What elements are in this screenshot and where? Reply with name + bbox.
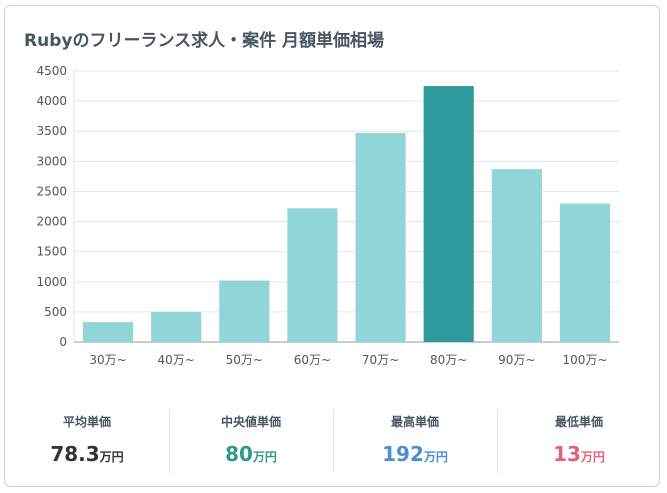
- stat-value: 78.3万円: [5, 442, 169, 466]
- stat-label: 最高単価: [390, 415, 439, 429]
- y-tick-label: 3500: [36, 124, 67, 138]
- stat-unit: 万円: [99, 450, 124, 464]
- stat-number: 78.3: [50, 442, 100, 466]
- stat-item: 平均単価 78.3万円: [5, 401, 169, 471]
- x-tick-label: 40万~: [158, 353, 195, 367]
- x-tick-label: 50万~: [226, 353, 263, 367]
- y-tick-label: 0: [59, 335, 67, 349]
- bar: [423, 86, 474, 342]
- bar: [491, 169, 542, 342]
- stat-value: 13万円: [497, 442, 661, 466]
- stat-number: 13: [553, 442, 581, 466]
- x-tick-label: 60万~: [294, 353, 331, 367]
- stat-unit: 万円: [423, 450, 448, 464]
- stat-item: 最低単価 13万円: [497, 401, 661, 473]
- y-tick-label: 2500: [36, 184, 67, 198]
- stat-item: 中央値単価 80万円: [169, 401, 333, 473]
- chart-card: Rubyのフリーランス求人・案件 月額単価相場 0 500 1000 1500 2000…: [4, 5, 660, 487]
- stat-label: 最低単価: [554, 415, 603, 429]
- bar: [83, 322, 134, 342]
- stats-row: 平均単価 78.3万円 中央値単価 80万円 最高単価 192万円 最低単価 13万円: [5, 401, 661, 473]
- x-tick-label: 80万~: [430, 353, 467, 367]
- bar-chart: 0 500 1000 1500 2000 2500 3000 3500 4000 4500 30万~…: [36, 64, 619, 367]
- bar: [287, 208, 338, 342]
- stat-value: 80万円: [169, 442, 333, 466]
- y-tick-label: 500: [44, 305, 67, 319]
- bar: [355, 133, 406, 342]
- x-tick-label: 100万~: [562, 353, 607, 367]
- stat-number: 80: [225, 442, 253, 466]
- stat-unit: 万円: [252, 450, 277, 464]
- bar: [219, 280, 270, 342]
- stat-number: 192: [382, 442, 424, 466]
- stat-label: 平均単価: [62, 415, 111, 429]
- chart-title: Rubyのフリーランス求人・案件 月額単価相場: [24, 31, 385, 51]
- x-tick-label: 70万~: [362, 353, 399, 367]
- stat-value: 192万円: [333, 442, 497, 466]
- stat-item: 最高単価 192万円: [333, 401, 497, 473]
- y-tick-label: 2000: [36, 215, 67, 229]
- bar: [151, 311, 202, 342]
- stat-label: 中央値単価: [220, 415, 281, 429]
- x-tick-label: 90万~: [498, 353, 535, 367]
- y-tick-label: 1000: [36, 275, 67, 289]
- y-tick-label: 4000: [36, 94, 67, 108]
- x-tick-label: 30万~: [89, 353, 126, 367]
- y-tick-label: 1500: [36, 245, 67, 259]
- y-tick-label: 3000: [36, 154, 67, 168]
- y-tick-label: 4500: [36, 64, 67, 78]
- bar: [559, 203, 610, 342]
- stat-unit: 万円: [580, 450, 605, 464]
